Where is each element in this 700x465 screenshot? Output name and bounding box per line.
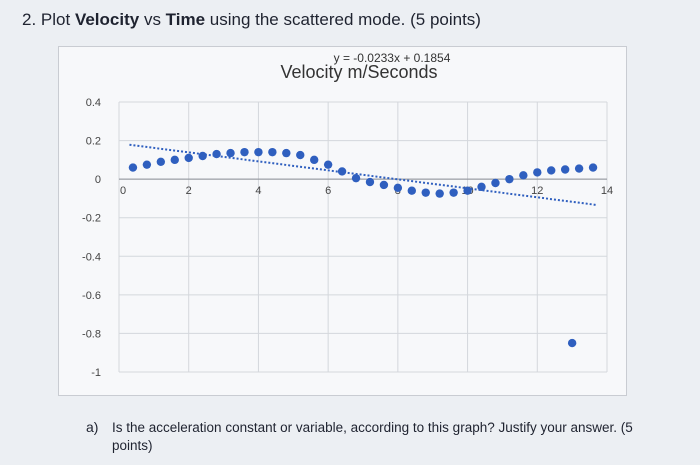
data-point <box>296 150 305 160</box>
data-point <box>142 160 152 169</box>
x-tick-label: 4 <box>255 185 261 197</box>
data-point <box>435 189 444 198</box>
data-point <box>463 186 472 195</box>
data-point <box>567 338 577 348</box>
data-point <box>351 173 361 183</box>
data-point <box>170 155 179 165</box>
data-point <box>505 174 514 184</box>
data-point <box>560 165 570 174</box>
data-point <box>379 180 389 190</box>
x-tick-label: 0 <box>120 185 126 197</box>
data-point <box>519 171 528 180</box>
data-point <box>226 148 235 158</box>
data-point <box>547 166 556 175</box>
trendline <box>129 143 597 206</box>
data-point <box>184 153 193 163</box>
data-point <box>254 147 263 157</box>
data-point <box>198 151 207 161</box>
data-point <box>282 148 291 158</box>
data-point <box>407 186 416 195</box>
sub-question-text: Is the acceleration constant or variable… <box>112 420 633 435</box>
y-tick-label: 0.2 <box>86 136 101 148</box>
data-point <box>533 168 542 177</box>
data-point <box>268 147 277 157</box>
data-point <box>421 188 430 197</box>
y-tick-label: -0.2 <box>82 213 101 225</box>
data-point <box>449 188 458 197</box>
data-point <box>477 182 486 192</box>
x-tick-label: 2 <box>186 185 192 197</box>
y-tick-label: -0.4 <box>82 251 101 263</box>
data-point <box>323 160 333 169</box>
y-tick-label: -0.6 <box>82 290 101 302</box>
question-number: 2. <box>22 10 37 29</box>
y-tick-label: 0 <box>95 174 101 186</box>
sub-question-continuation: points) <box>112 438 153 453</box>
data-point <box>240 147 249 157</box>
data-point <box>491 178 500 188</box>
trendline-equation: y = -0.0233x + 0.1854 <box>334 51 451 65</box>
question-heading: 2. Plot Velocity vs Time using the scatt… <box>22 10 481 30</box>
x-tick-label: 6 <box>325 185 331 197</box>
x-tick-label: 12 <box>531 185 543 197</box>
sub-question-a: a) Is the acceleration constant or variab… <box>86 418 686 455</box>
data-point <box>365 177 375 187</box>
data-point <box>156 157 166 166</box>
question-prefix: Plot <box>40 10 75 29</box>
question-bold-velocity: Velocity <box>74 10 140 29</box>
y-tick-label: -0.8 <box>82 328 101 340</box>
y-tick-label: 0.4 <box>86 97 101 109</box>
data-point <box>574 164 584 173</box>
question-suffix: using the scattered mode. (5 points) <box>205 10 481 29</box>
y-tick-label: -1 <box>91 367 101 379</box>
question-bold-time: Time <box>165 10 206 29</box>
data-point <box>212 149 221 159</box>
data-point <box>393 183 403 193</box>
sub-question-label: a) <box>86 419 99 435</box>
data-point <box>128 163 138 172</box>
data-point <box>310 155 319 165</box>
x-tick-label: 14 <box>601 185 613 197</box>
question-mid: vs <box>139 10 166 29</box>
data-point <box>588 163 598 172</box>
chart-area: y = -0.0233x + 0.1854 Velocity m/Seconds 0… <box>58 46 627 396</box>
chart-title: Velocity m/Seconds <box>280 62 437 82</box>
data-point <box>337 167 347 176</box>
